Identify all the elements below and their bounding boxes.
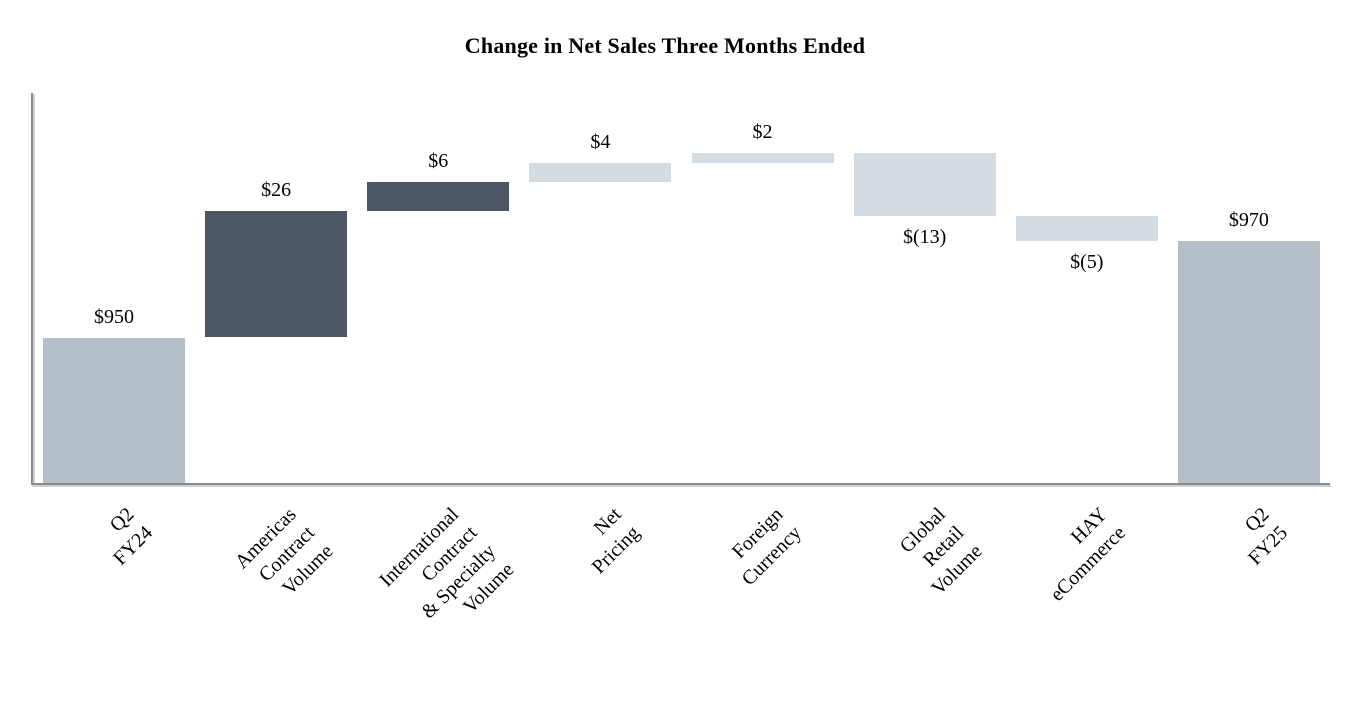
bar-q2-fy24-value-label: $950 <box>94 305 134 328</box>
y-axis-line <box>31 93 33 483</box>
bar-global-retail-volume-value-label: $(13) <box>902 226 947 249</box>
bar-foreign-currency <box>691 153 834 163</box>
x-axis-line <box>31 483 1330 485</box>
bar-q2-fy24 <box>43 337 185 483</box>
bar-americas-contract-volume-value-label: $26 <box>261 179 292 202</box>
bar-net-pricing-value-label: $4 <box>590 130 611 153</box>
bar-international-contract-specialty-volume <box>367 182 510 212</box>
bar-net-pricing-category-label: Net Pricing <box>587 503 644 579</box>
bar-international-contract-specialty-volume-category-label: International Contract & Specialty Volum… <box>375 503 519 623</box>
bar-americas-contract-volume-category-label: Americas Contract Volume <box>231 503 338 600</box>
bar-global-retail-volume <box>853 153 996 217</box>
bar-foreign-currency-value-label: $2 <box>752 121 773 144</box>
bar-hay-ecommerce-value-label: $(5) <box>1070 250 1104 273</box>
bar-foreign-currency-category-label: Foreign Currency <box>727 503 806 590</box>
bar-q2-fy24-category-label: Q2 FY24 <box>106 503 158 570</box>
bar-q2-fy25-value-label: $970 <box>1228 208 1269 231</box>
bar-q2-fy25-category-label: Q2 FY25 <box>1240 503 1293 570</box>
bar-international-contract-specialty-volume-value-label: $6 <box>428 150 449 173</box>
bar-americas-contract-volume <box>205 211 348 338</box>
plot-area: $950 $26 $6 $4 $2 $(13) $(5) $970 <box>31 94 1330 483</box>
bar-global-retail-volume-category-label: Global Retail Volume <box>895 503 987 600</box>
bar-hay-ecommerce <box>1015 216 1158 241</box>
bar-hay-ecommerce-category-label: HAY eCommerce <box>1046 503 1131 606</box>
bar-q2-fy25 <box>1177 240 1320 483</box>
chart-title: Change in Net Sales Three Months Ended <box>464 33 866 58</box>
bar-net-pricing <box>529 162 672 183</box>
